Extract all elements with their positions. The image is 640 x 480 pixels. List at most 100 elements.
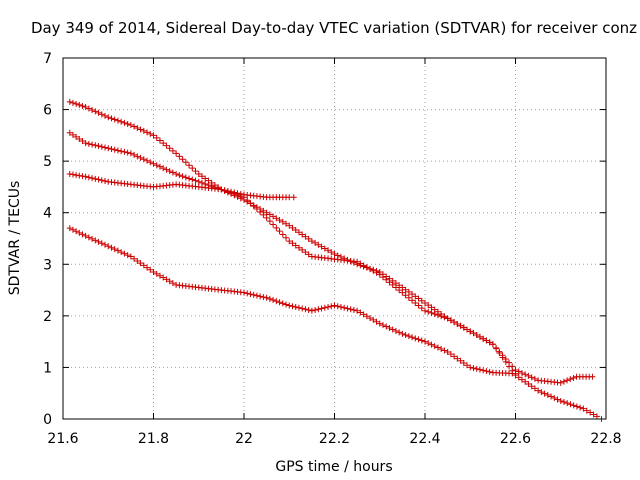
data-point xyxy=(85,234,92,241)
data-point xyxy=(166,145,173,152)
data-point xyxy=(257,208,264,215)
data-point xyxy=(66,171,73,178)
data-point xyxy=(192,177,199,184)
data-point xyxy=(163,166,170,173)
data-point xyxy=(412,335,419,342)
data-point xyxy=(425,340,432,347)
data-point xyxy=(295,244,302,251)
data-point xyxy=(189,165,196,172)
data-point xyxy=(386,279,393,286)
x-axis-label: GPS time / hours xyxy=(275,459,392,475)
data-point xyxy=(124,149,131,156)
data-point xyxy=(195,178,202,185)
data-point xyxy=(244,197,251,204)
data-point xyxy=(470,330,477,337)
data-point xyxy=(176,172,183,179)
data-point xyxy=(334,303,341,310)
data-point xyxy=(321,245,328,252)
data-point xyxy=(522,371,529,378)
data-point xyxy=(593,413,600,420)
data-point xyxy=(218,186,225,193)
data-point xyxy=(283,234,290,241)
data-point xyxy=(176,153,183,160)
data-point xyxy=(131,123,138,130)
data-point xyxy=(179,173,186,180)
data-point xyxy=(105,114,112,121)
data-point xyxy=(95,143,102,150)
data-point xyxy=(76,101,83,108)
data-point xyxy=(234,190,241,197)
data-point xyxy=(286,238,293,245)
data-point xyxy=(567,376,574,383)
series-track-b xyxy=(66,129,605,422)
data-point xyxy=(102,178,109,185)
data-point xyxy=(290,194,297,201)
data-point xyxy=(169,147,176,154)
data-point xyxy=(111,146,118,153)
data-point xyxy=(331,250,338,257)
data-point xyxy=(331,302,338,309)
data-point xyxy=(173,150,180,157)
y-tick-label: 6 xyxy=(43,103,52,119)
data-point xyxy=(312,239,319,246)
data-point xyxy=(263,294,270,301)
data-point xyxy=(79,102,86,109)
data-point xyxy=(447,317,454,324)
data-point xyxy=(299,305,306,312)
data-point xyxy=(525,372,532,379)
data-point xyxy=(467,328,474,335)
data-point xyxy=(98,177,105,184)
data-point xyxy=(169,280,176,287)
data-point xyxy=(134,153,141,160)
data-point xyxy=(428,309,435,316)
data-point xyxy=(476,366,483,373)
data-point xyxy=(347,306,354,313)
data-point xyxy=(266,218,273,225)
data-point xyxy=(308,238,315,245)
data-point xyxy=(92,175,99,182)
data-point xyxy=(108,145,115,152)
data-point xyxy=(182,159,189,166)
data-point xyxy=(73,228,80,235)
data-point xyxy=(415,295,422,302)
data-point xyxy=(422,338,428,345)
data-point xyxy=(473,332,480,339)
data-point xyxy=(489,341,496,348)
data-point xyxy=(357,309,364,316)
data-point xyxy=(444,348,451,355)
data-point xyxy=(409,334,416,341)
data-point xyxy=(557,379,564,386)
data-point xyxy=(557,397,564,404)
data-point xyxy=(131,151,138,158)
data-point xyxy=(85,140,92,147)
data-point xyxy=(564,400,571,407)
data-point xyxy=(186,175,193,182)
data-point xyxy=(564,377,571,384)
data-point xyxy=(98,111,105,118)
data-point xyxy=(140,127,147,134)
data-point xyxy=(392,327,399,334)
data-point xyxy=(69,171,76,178)
data-point xyxy=(95,109,102,116)
series-track-c xyxy=(66,171,297,201)
data-point xyxy=(315,241,322,248)
data-point xyxy=(499,354,506,361)
data-point xyxy=(114,247,121,254)
data-point xyxy=(76,229,83,236)
data-point xyxy=(418,337,425,344)
data-point xyxy=(373,269,380,276)
data-point xyxy=(451,353,458,360)
data-point xyxy=(464,326,471,333)
data-point xyxy=(224,187,231,194)
data-point xyxy=(295,304,302,311)
grid-lines xyxy=(63,58,606,419)
data-point xyxy=(357,260,364,267)
data-point xyxy=(134,124,141,131)
data-point xyxy=(79,231,86,238)
data-point xyxy=(279,231,286,238)
data-point xyxy=(376,271,383,278)
y-tick-label: 1 xyxy=(43,360,52,376)
data-point xyxy=(496,350,503,357)
data-point xyxy=(515,374,522,381)
